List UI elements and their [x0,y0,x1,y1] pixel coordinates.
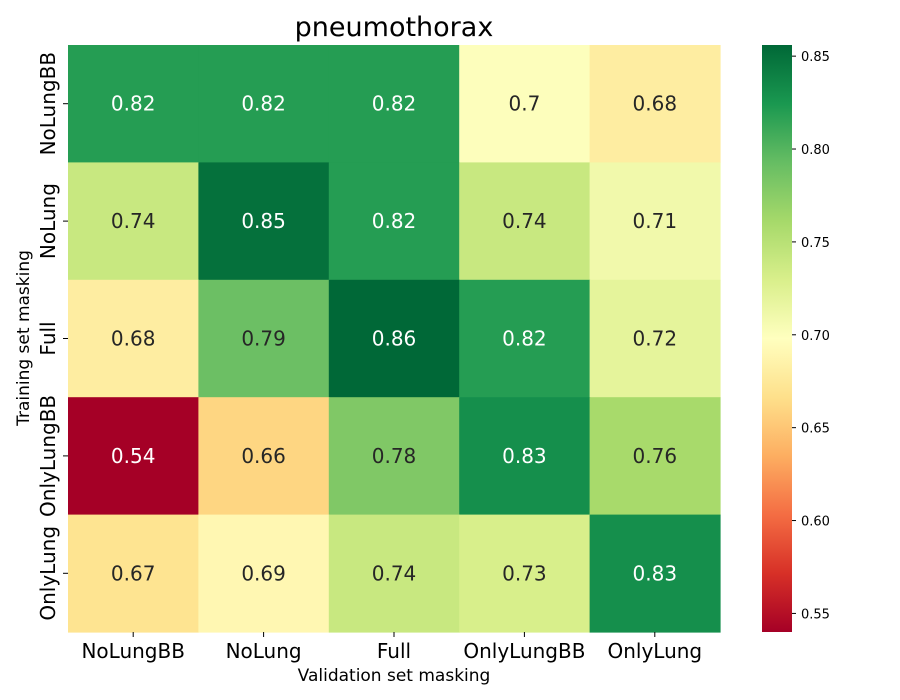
heatmap-cell-r4-c3 [459,514,591,633]
cell-label-r4-c4: 0.83 [633,561,678,585]
heatmap-cell-r3-c3 [459,397,591,516]
x-tick-label-2: Full [377,639,411,663]
cell-label-r3-c3: 0.83 [502,444,547,468]
heatmap-cell-r2-c0 [68,279,199,398]
heatmap-cell-r1-c2 [328,162,460,281]
heatmap-cell-r4-c0 [68,514,199,633]
heatmap-cell-r1-c3 [459,162,591,281]
chart-title: pneumothorax [295,12,494,43]
cell-label-r4-c0: 0.67 [111,561,156,585]
cell-label-r3-c4: 0.76 [633,444,678,468]
heatmap-cell-r1-c0 [68,162,199,281]
x-tick-label-4: OnlyLung [607,639,702,663]
heatmap-cell-r1-c1 [198,162,330,281]
cell-label-r4-c1: 0.69 [241,561,286,585]
cell-label-r0-c2: 0.82 [372,92,417,116]
heatmap-cell-r4-c2 [328,514,460,633]
x-tick-label-0: NoLungBB [81,639,184,663]
heatmap-cell-r0-c1 [198,45,330,163]
colorbar-tick-label-1: 0.60 [801,515,830,530]
cell-label-r3-c2: 0.78 [372,444,417,468]
cell-label-r3-c1: 0.66 [241,444,286,468]
heatmap-cell-r1-c4 [589,162,721,281]
heatmap-cell-r3-c4 [589,397,721,516]
heatmap-cell-r0-c4 [589,45,721,163]
heatmap-cells [68,45,721,633]
cell-label-r1-c0: 0.74 [111,209,156,233]
x-axis-label: Validation set masking [298,666,491,686]
x-tick-label-3: OnlyLungBB [463,639,585,663]
cell-label-r1-c1: 0.85 [241,209,286,233]
heatmap-cell-labels: 0.82 0.82 0.82 0.7 0.68 0.74 0.85 0.82 0.74 0.71 0… [111,92,677,586]
cell-label-r1-c4: 0.71 [633,209,678,233]
y-axis-label: Training set masking [14,250,34,427]
cell-label-r3-c0: 0.54 [111,444,156,468]
cell-label-r2-c1: 0.79 [241,327,286,351]
y-tick-label-1: NoLung [36,183,60,259]
cell-label-r2-c4: 0.72 [633,327,678,351]
cell-label-r0-c4: 0.68 [633,92,678,116]
cell-label-r0-c3: 0.7 [508,92,540,116]
heatmap-cell-r3-c1 [198,397,330,516]
x-tick-label-1: NoLung [226,639,302,663]
y-tick-label-0: NoLungBB [36,52,60,155]
y-tick-label-4: OnlyLung [36,526,60,621]
colorbar-tick-label-6: 0.85 [801,50,830,65]
cell-label-r2-c3: 0.82 [502,327,547,351]
cell-label-r0-c1: 0.82 [241,92,286,116]
colorbar-tick-label-4: 0.75 [801,236,830,251]
cell-label-r0-c0: 0.82 [111,92,156,116]
cell-label-r2-c2: 0.86 [372,327,417,351]
cell-label-r4-c3: 0.73 [502,561,547,585]
y-tick-label-2: Full [36,321,60,355]
cell-label-r4-c2: 0.74 [372,561,417,585]
colorbar-tick-label-3: 0.70 [801,329,830,344]
heatmap-cell-r4-c4 [589,514,721,633]
heatmap-cell-r2-c2 [328,279,460,398]
heatmap-cell-r0-c3 [459,45,591,163]
heatmap-cell-r2-c1 [198,279,330,398]
x-axis-ticks: NoLungBB NoLung Full OnlyLungBB OnlyLung [81,632,702,663]
heatmap-cell-r2-c3 [459,279,591,398]
heatmap-cell-r4-c1 [198,514,330,633]
y-tick-label-3: OnlyLungBB [36,395,60,517]
heatmap-cell-r3-c2 [328,397,460,516]
cell-label-r1-c2: 0.82 [372,209,417,233]
colorbar-tick-label-2: 0.65 [801,422,830,437]
cell-label-r2-c0: 0.68 [111,327,156,351]
y-axis-ticks: NoLungBB NoLung Full OnlyLungBB OnlyLung [36,52,68,621]
colorbar-tick-label-5: 0.80 [801,143,830,158]
colorbar-tick-label-0: 0.55 [801,607,830,622]
colorbar-ticks: 0.55 0.60 0.65 0.70 0.75 0.80 0.85 [792,50,830,622]
heatmap-cell-r0-c0 [68,45,199,163]
colorbar: 0.55 0.60 0.65 0.70 0.75 0.80 0.85 [762,45,830,632]
heatmap-cell-r2-c4 [589,279,721,398]
heatmap-cell-r0-c2 [328,45,460,163]
heatmap-cell-r3-c0 [68,397,199,516]
cell-label-r1-c3: 0.74 [502,209,547,233]
colorbar-gradient [762,45,792,632]
